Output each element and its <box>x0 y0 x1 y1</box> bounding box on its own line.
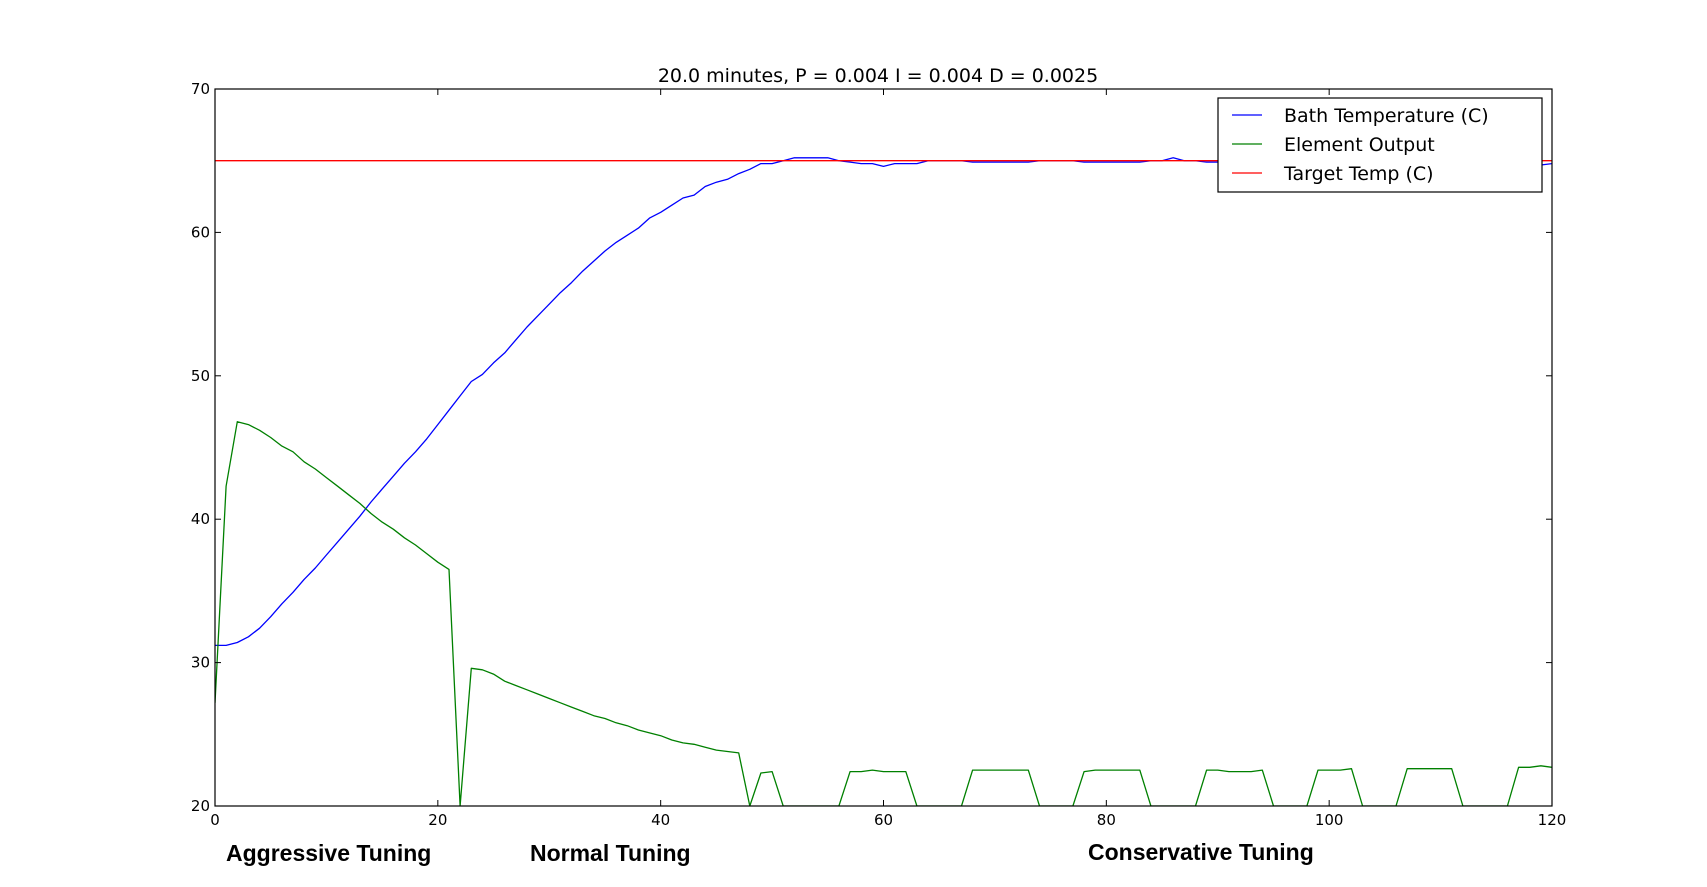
x-tick-label: 120 <box>1538 811 1567 829</box>
x-tick-label: 100 <box>1315 811 1344 829</box>
chart-title: 20.0 minutes, P = 0.004 I = 0.004 D = 0.… <box>658 65 1098 87</box>
x-tick-label: 80 <box>1097 811 1116 829</box>
y-tick-label: 60 <box>191 223 210 241</box>
legend-label-target-temp: Target Temp (C) <box>1283 163 1434 185</box>
x-tick-label: 60 <box>874 811 893 829</box>
plot-area <box>215 89 1552 806</box>
annotation-aggressive-tuning: Aggressive Tuning <box>226 840 432 866</box>
annotation-conservative-tuning: Conservative Tuning <box>1088 839 1314 865</box>
y-tick-label: 20 <box>191 797 210 815</box>
legend-box <box>1217 97 1543 193</box>
x-tick-label: 20 <box>428 811 447 829</box>
y-tick-label: 30 <box>191 654 210 672</box>
legend-label-element-output: Element Output <box>1284 134 1435 156</box>
annotation-normal-tuning: Normal Tuning <box>530 840 691 866</box>
x-tick-label: 0 <box>210 811 220 829</box>
legend: Bath Temperature (C) Element Output Targ… <box>1217 97 1543 193</box>
x-tick-label: 40 <box>651 811 670 829</box>
series-line-element-output <box>215 421 1552 806</box>
y-tick-label: 40 <box>191 510 210 528</box>
legend-label-bath-temperature: Bath Temperature (C) <box>1284 105 1489 127</box>
y-tick-label: 50 <box>191 367 210 385</box>
y-tick-label: 70 <box>191 80 210 98</box>
